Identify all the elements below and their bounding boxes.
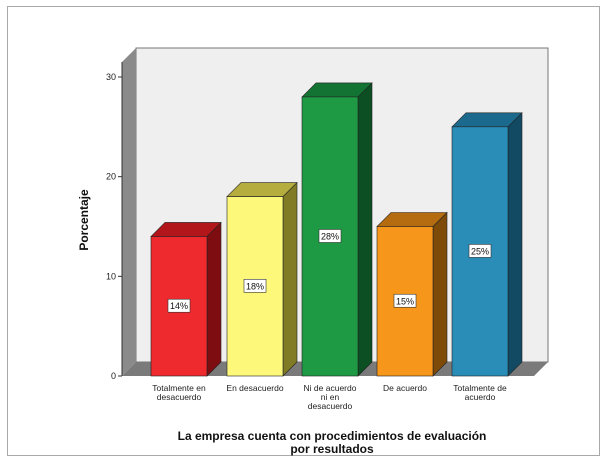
category-label: De acuerdo [383,383,427,393]
x-axis-title-line1: La empresa cuenta con procedimientos de … [178,429,487,443]
category-label: ni en [321,392,340,402]
category-label: Ni de acuerdo [304,383,357,393]
data-label-box [167,298,191,313]
bar: 14% [150,221,222,377]
y-tick-label: 30 [106,72,116,82]
data-label-box [318,229,342,243]
bar-side [206,221,222,377]
y-tick-label: 0 [111,371,116,381]
bar-side [282,181,298,377]
bar-side [507,112,523,377]
data-label-box [468,244,492,258]
left-wall [122,48,136,376]
y-tick-label: 20 [106,172,116,182]
data-label: 18% [246,281,264,291]
bar: 28% [301,82,373,377]
y-ticks: 0 10 20 30 [106,72,122,381]
data-label-box [393,293,417,308]
bars: 14% 18% 28% 15% 25% [150,82,523,377]
data-label: 15% [396,296,414,306]
bar-side [357,82,373,377]
category-label: En desacuerdo [226,383,283,393]
y-axis-label: Porcentaje [77,189,91,251]
x-axis-title-line2: por resultados [290,442,374,456]
category-label: desacuerdo [157,392,202,402]
category-label: Totalmente en [152,383,206,393]
data-label-box [243,278,267,293]
category-label: Totalmente de [453,383,507,393]
data-label: 25% [471,246,489,256]
bar: 18% [226,181,298,377]
bar: 25% [451,112,523,377]
bar-front [150,236,208,377]
bar: 15% [376,211,448,377]
category-label: acuerdo [465,392,496,402]
category-label: desacuerdo [308,401,353,411]
data-label: 28% [321,231,339,241]
data-label: 14% [170,301,188,311]
bar-side [432,211,448,377]
y-tick-label: 10 [106,271,116,281]
